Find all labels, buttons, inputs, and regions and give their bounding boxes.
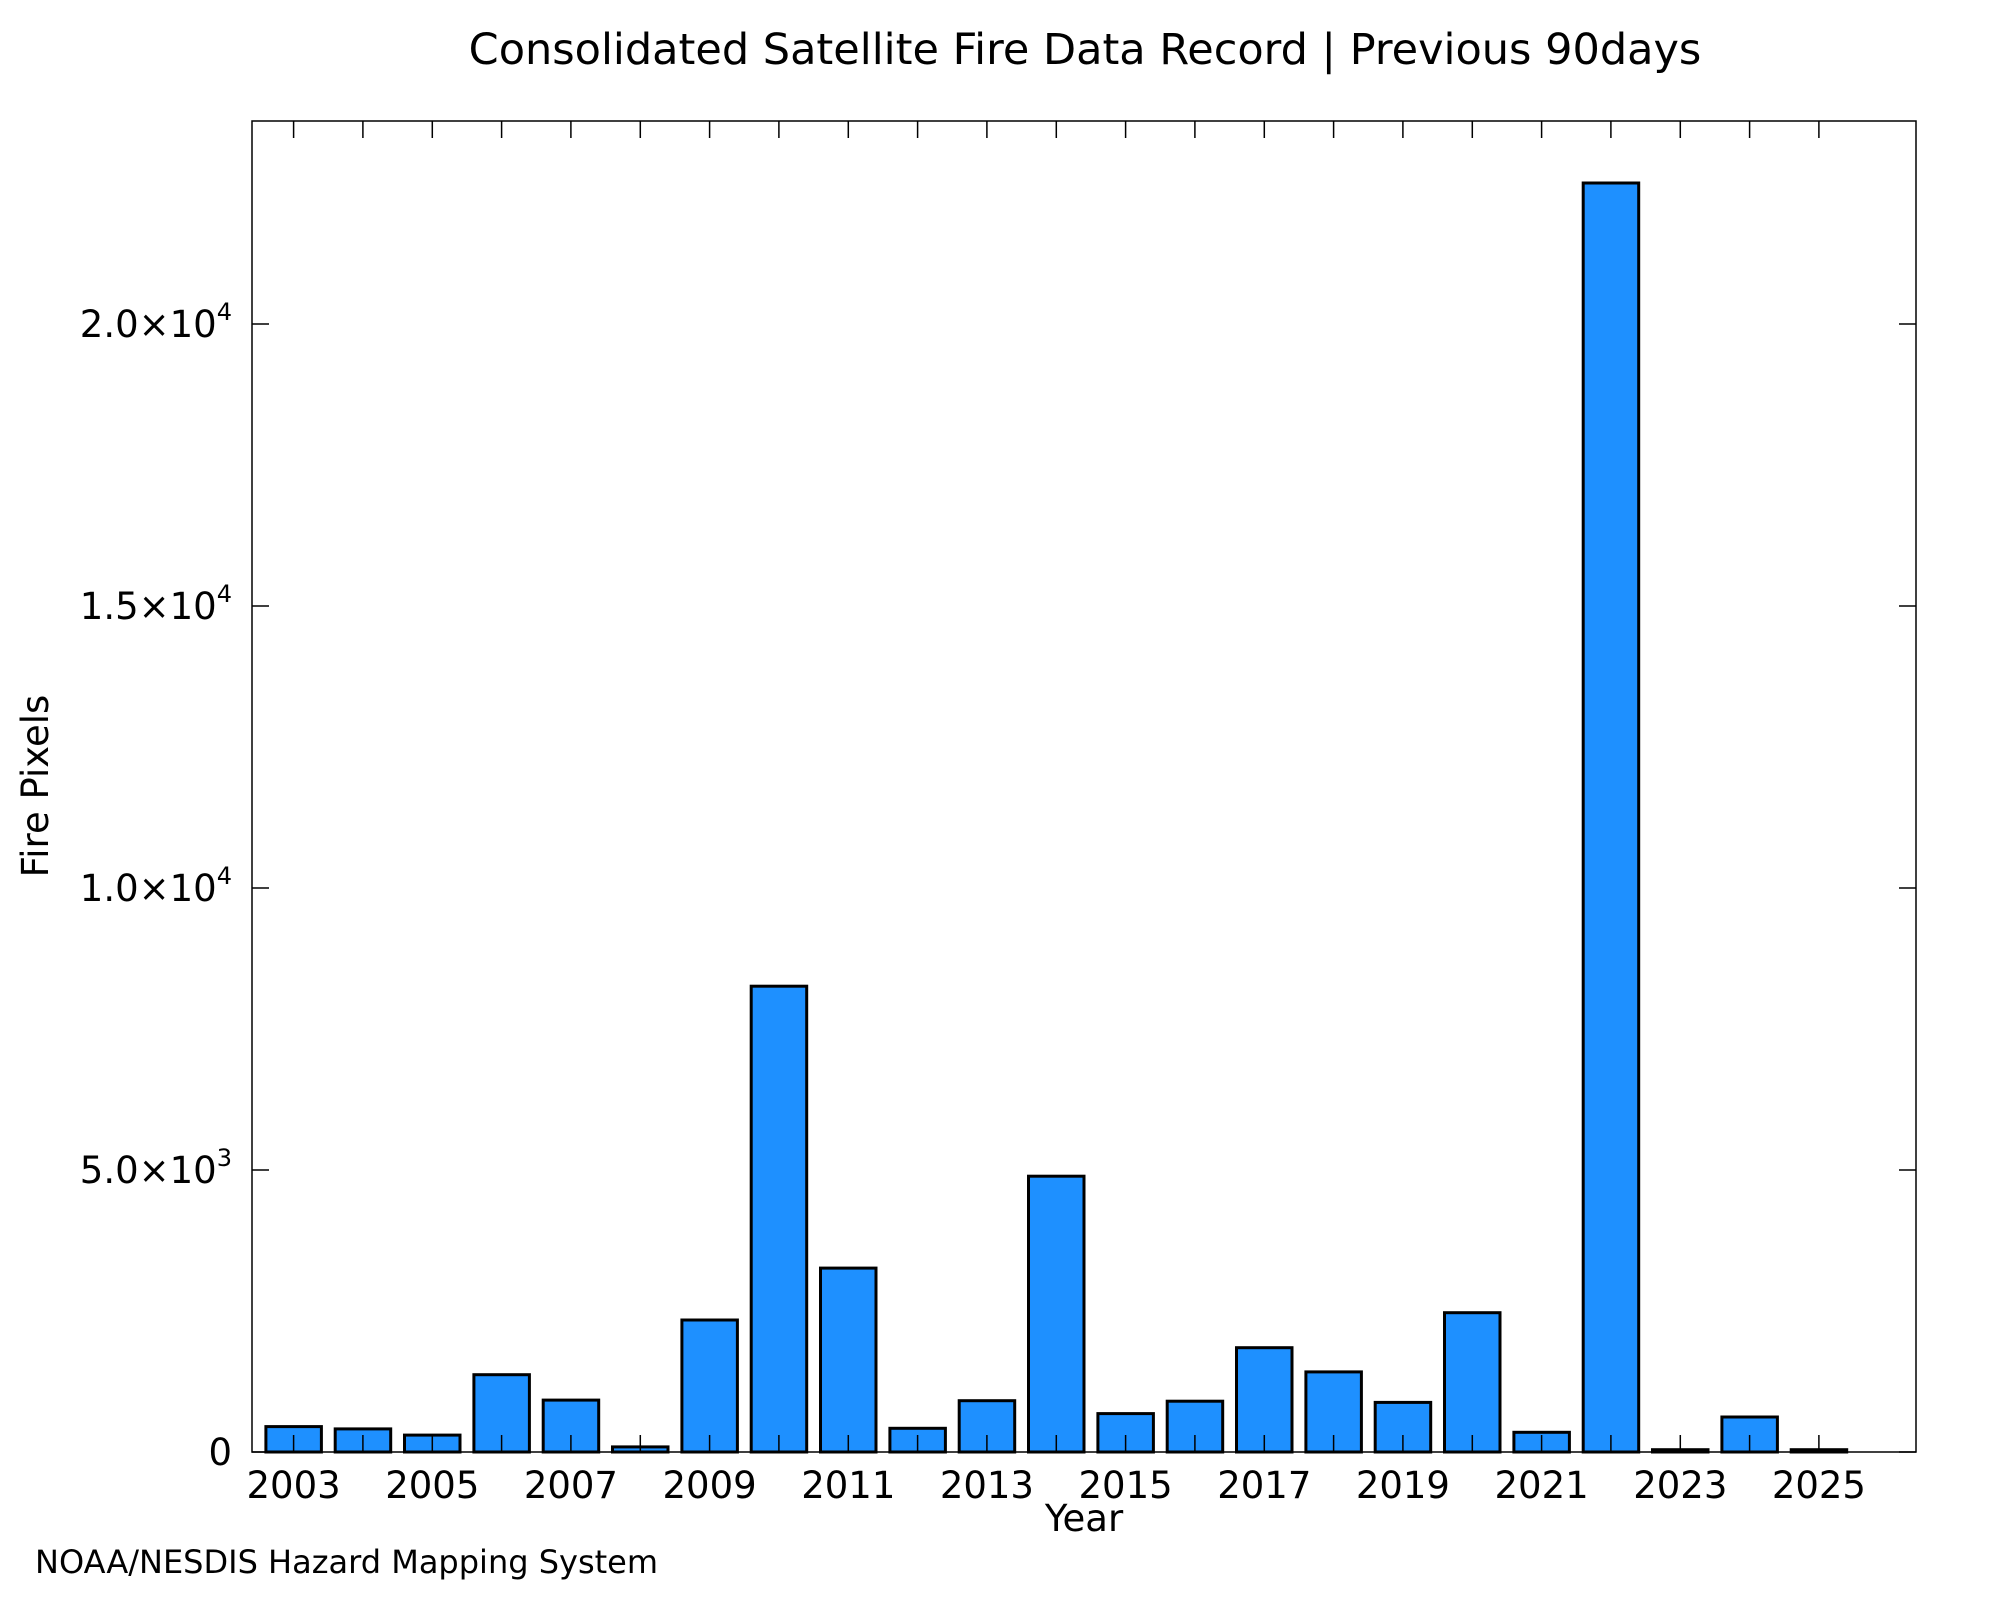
y-tick-label: 0 <box>208 1431 232 1474</box>
y-tick-label: 1.0×104 <box>80 862 232 910</box>
x-tick-label-2013: 2013 <box>940 1464 1034 1507</box>
credit-text: NOAA/NESDIS Hazard Mapping System <box>35 1543 658 1581</box>
y-tick-exponent: 4 <box>217 298 232 326</box>
x-tick-label-2009: 2009 <box>663 1464 757 1507</box>
bar-2009 <box>680 1318 739 1454</box>
bar-2011 <box>819 1266 878 1454</box>
y-tick-labels: 0 5.0×103 1.0×104 1.5×104 2.0×104 <box>80 298 232 1474</box>
x-tick-label-2025: 2025 <box>1772 1464 1866 1507</box>
plot-frame <box>251 120 1917 1453</box>
y-tick-exponent: 4 <box>217 862 232 890</box>
x-tick-label-2011: 2011 <box>801 1464 895 1507</box>
bar-2022 <box>1581 181 1641 1454</box>
x-tick-label-2023: 2023 <box>1633 1464 1727 1507</box>
x-tick-label-2003: 2003 <box>247 1464 341 1507</box>
x-tick-label-2007: 2007 <box>524 1464 618 1507</box>
y-tick-label: 5.0×103 <box>80 1144 232 1192</box>
x-axis-title: Year <box>1044 1497 1124 1540</box>
chart-title: Consolidated Satellite Fire Data Record … <box>469 25 1702 75</box>
y-tick-label: 2.0×104 <box>80 298 232 346</box>
bars-layer <box>264 181 1849 1454</box>
x-tick-label-2017: 2017 <box>1217 1464 1311 1507</box>
bar-2020 <box>1443 1311 1502 1454</box>
bar-2014 <box>1027 1174 1086 1454</box>
y-tick-label: 1.5×104 <box>80 580 232 628</box>
x-tick-label-2015: 2015 <box>1079 1464 1173 1507</box>
x-tick-label-2019: 2019 <box>1356 1464 1450 1507</box>
x-tick-labels: 2003 2005 2007 2009 2011 2013 2015 2017 2019 2021… <box>247 1464 1866 1507</box>
y-axis-title: Fire Pixels <box>14 695 57 878</box>
y-tick-exponent: 4 <box>217 580 232 608</box>
x-tick-label-2021: 2021 <box>1495 1464 1589 1507</box>
y-tick-exponent: 3 <box>217 1144 232 1172</box>
bar-2010 <box>749 984 809 1454</box>
ticks-layer <box>252 121 1916 1453</box>
x-tick-label-2005: 2005 <box>385 1464 479 1507</box>
